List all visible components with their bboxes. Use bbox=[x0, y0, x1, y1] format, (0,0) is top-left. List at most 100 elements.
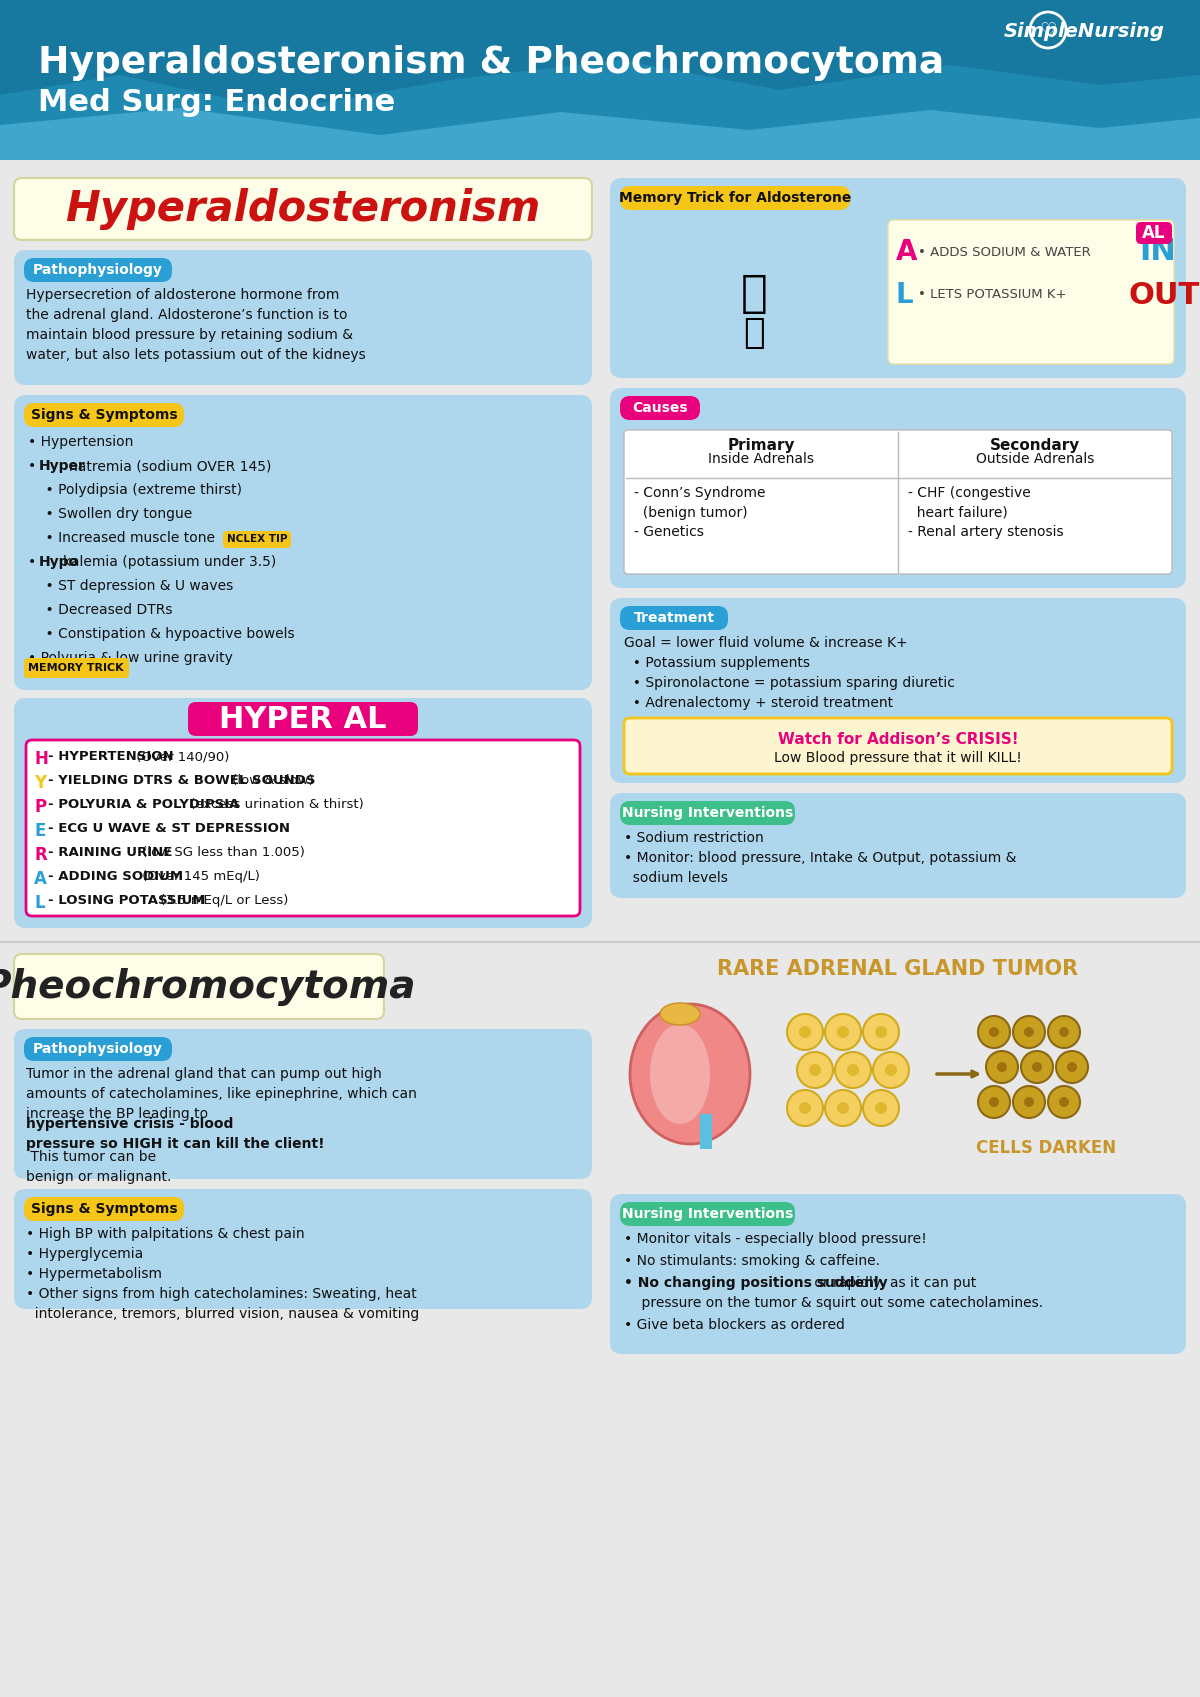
Text: RARE ADRENAL GLAND TUMOR: RARE ADRENAL GLAND TUMOR bbox=[718, 959, 1079, 979]
Circle shape bbox=[787, 1015, 823, 1050]
Text: ♡: ♡ bbox=[1039, 20, 1057, 39]
Circle shape bbox=[1032, 1062, 1042, 1073]
Circle shape bbox=[875, 1101, 887, 1113]
Text: •: • bbox=[28, 458, 41, 473]
Text: Tumor in the adrenal gland that can pump out high
amounts of catecholamines, lik: Tumor in the adrenal gland that can pump… bbox=[26, 1067, 416, 1122]
FancyBboxPatch shape bbox=[0, 0, 1200, 160]
FancyBboxPatch shape bbox=[1136, 222, 1172, 244]
Text: • ADDS SODIUM & WATER: • ADDS SODIUM & WATER bbox=[918, 246, 1091, 258]
Circle shape bbox=[787, 1089, 823, 1127]
Circle shape bbox=[997, 1062, 1007, 1073]
Text: - CHF (congestive
  heart failure)
- Renal artery stenosis: - CHF (congestive heart failure) - Renal… bbox=[908, 485, 1063, 540]
FancyBboxPatch shape bbox=[624, 718, 1172, 774]
Text: R: R bbox=[34, 847, 47, 864]
Text: Outside Adrenals: Outside Adrenals bbox=[976, 451, 1094, 467]
Text: MEMORY TRICK: MEMORY TRICK bbox=[28, 664, 124, 674]
Text: Pheochromocytoma: Pheochromocytoma bbox=[0, 967, 415, 1006]
FancyBboxPatch shape bbox=[14, 249, 592, 385]
Text: NCLEX TIP: NCLEX TIP bbox=[227, 535, 287, 545]
Circle shape bbox=[799, 1027, 811, 1039]
Circle shape bbox=[875, 1027, 887, 1039]
Text: • No stimulants: smoking & caffeine.: • No stimulants: smoking & caffeine. bbox=[624, 1254, 880, 1268]
FancyBboxPatch shape bbox=[610, 178, 1186, 378]
Text: OUT: OUT bbox=[1129, 280, 1200, 309]
Text: or rapidly, as it can put: or rapidly, as it can put bbox=[810, 1276, 976, 1290]
FancyBboxPatch shape bbox=[24, 658, 130, 679]
Circle shape bbox=[838, 1027, 850, 1039]
Circle shape bbox=[1060, 1027, 1069, 1037]
Text: • ST depression & U waves: • ST depression & U waves bbox=[28, 579, 233, 592]
Circle shape bbox=[826, 1089, 862, 1127]
Text: - ECG U WAVE & ST DEPRESSION: - ECG U WAVE & ST DEPRESSION bbox=[48, 821, 290, 835]
Circle shape bbox=[1013, 1086, 1045, 1118]
Circle shape bbox=[863, 1015, 899, 1050]
Text: - LOSING POTASSIUM: - LOSING POTASSIUM bbox=[48, 894, 205, 906]
FancyBboxPatch shape bbox=[624, 429, 1172, 574]
Text: - ADDING SODIUM: - ADDING SODIUM bbox=[48, 871, 184, 882]
Circle shape bbox=[1048, 1086, 1080, 1118]
FancyBboxPatch shape bbox=[24, 1037, 172, 1061]
FancyBboxPatch shape bbox=[14, 1190, 592, 1308]
Text: - HYPERTENSION: - HYPERTENSION bbox=[48, 750, 174, 764]
Text: - Conn’s Syndrome
  (benign tumor)
- Genetics: - Conn’s Syndrome (benign tumor) - Genet… bbox=[634, 485, 766, 540]
Text: CELLS DARKEN: CELLS DARKEN bbox=[977, 1139, 1116, 1157]
Circle shape bbox=[989, 1096, 998, 1106]
Text: Primary: Primary bbox=[727, 438, 794, 453]
Text: (Over 145 mEq/L): (Over 145 mEq/L) bbox=[138, 871, 260, 882]
Circle shape bbox=[863, 1089, 899, 1127]
FancyBboxPatch shape bbox=[26, 740, 580, 916]
Text: Goal = lower fluid volume & increase K+
  • Potassium supplements
  • Spironolac: Goal = lower fluid volume & increase K+ … bbox=[624, 636, 955, 709]
Text: (Over 140/90): (Over 140/90) bbox=[132, 750, 229, 764]
Circle shape bbox=[1067, 1062, 1078, 1073]
Text: Signs & Symptoms: Signs & Symptoms bbox=[31, 407, 178, 423]
Ellipse shape bbox=[660, 1003, 700, 1025]
FancyBboxPatch shape bbox=[610, 792, 1186, 898]
Text: - POLYURIA & POLYDIPSIA: - POLYURIA & POLYDIPSIA bbox=[48, 798, 239, 811]
Text: • Monitor vitals - especially blood pressure!: • Monitor vitals - especially blood pres… bbox=[624, 1232, 926, 1246]
Text: (3.5 mEq/L or Less): (3.5 mEq/L or Less) bbox=[156, 894, 288, 906]
Text: (excess urination & thirst): (excess urination & thirst) bbox=[186, 798, 364, 811]
Text: - YIELDING DTRS & BOWEL SOUNDS: - YIELDING DTRS & BOWEL SOUNDS bbox=[48, 774, 316, 787]
Text: 🔒: 🔒 bbox=[740, 272, 767, 314]
FancyBboxPatch shape bbox=[620, 606, 728, 630]
Text: • LETS POTASSIUM K+: • LETS POTASSIUM K+ bbox=[918, 288, 1067, 302]
Text: Nursing Interventions: Nursing Interventions bbox=[622, 1207, 793, 1222]
Text: IN: IN bbox=[1139, 238, 1176, 266]
Circle shape bbox=[989, 1027, 998, 1037]
Text: Med Surg: Endocrine: Med Surg: Endocrine bbox=[38, 88, 395, 117]
Circle shape bbox=[799, 1101, 811, 1113]
Text: Watch for Addison’s CRISIS!: Watch for Addison’s CRISIS! bbox=[778, 731, 1019, 747]
Circle shape bbox=[886, 1064, 898, 1076]
Text: 💪: 💪 bbox=[743, 316, 764, 350]
Circle shape bbox=[1024, 1096, 1034, 1106]
Circle shape bbox=[1021, 1050, 1054, 1083]
Text: • Increased muscle tone: • Increased muscle tone bbox=[28, 531, 215, 545]
Text: • High BP with palpitations & chest pain
• Hyperglycemia
• Hypermetabolism
• Oth: • High BP with palpitations & chest pain… bbox=[26, 1227, 419, 1322]
Text: Hyperaldosteronism & Pheochromocytoma: Hyperaldosteronism & Pheochromocytoma bbox=[38, 46, 944, 81]
Circle shape bbox=[847, 1064, 859, 1076]
Text: Low Blood pressure that it will KILL!: Low Blood pressure that it will KILL! bbox=[774, 752, 1022, 765]
Text: kalemia (potassium under 3.5): kalemia (potassium under 3.5) bbox=[64, 555, 276, 568]
FancyBboxPatch shape bbox=[24, 258, 172, 282]
Text: Inside Adrenals: Inside Adrenals bbox=[708, 451, 814, 467]
Circle shape bbox=[1048, 1017, 1080, 1049]
Text: • Give beta blockers as ordered: • Give beta blockers as ordered bbox=[624, 1319, 845, 1332]
Circle shape bbox=[1056, 1050, 1088, 1083]
Circle shape bbox=[978, 1017, 1010, 1049]
Text: Hypersecretion of aldosterone hormone from
the adrenal gland. Aldosterone’s func: Hypersecretion of aldosterone hormone fr… bbox=[26, 288, 366, 361]
Text: (low SG less than 1.005): (low SG less than 1.005) bbox=[138, 847, 305, 859]
Text: Treatment: Treatment bbox=[634, 611, 714, 624]
Text: Nursing Interventions: Nursing Interventions bbox=[622, 806, 793, 820]
Text: Causes: Causes bbox=[632, 400, 688, 416]
Circle shape bbox=[874, 1052, 910, 1088]
Text: - RAINING URINE: - RAINING URINE bbox=[48, 847, 173, 859]
Polygon shape bbox=[0, 109, 1200, 160]
Text: Hypo: Hypo bbox=[38, 555, 79, 568]
Text: AL: AL bbox=[1142, 224, 1165, 243]
Circle shape bbox=[838, 1101, 850, 1113]
FancyBboxPatch shape bbox=[620, 1201, 796, 1225]
Circle shape bbox=[1024, 1027, 1034, 1037]
FancyBboxPatch shape bbox=[620, 187, 850, 210]
Ellipse shape bbox=[630, 1005, 750, 1144]
Text: Hyperaldosteronism: Hyperaldosteronism bbox=[65, 188, 541, 231]
